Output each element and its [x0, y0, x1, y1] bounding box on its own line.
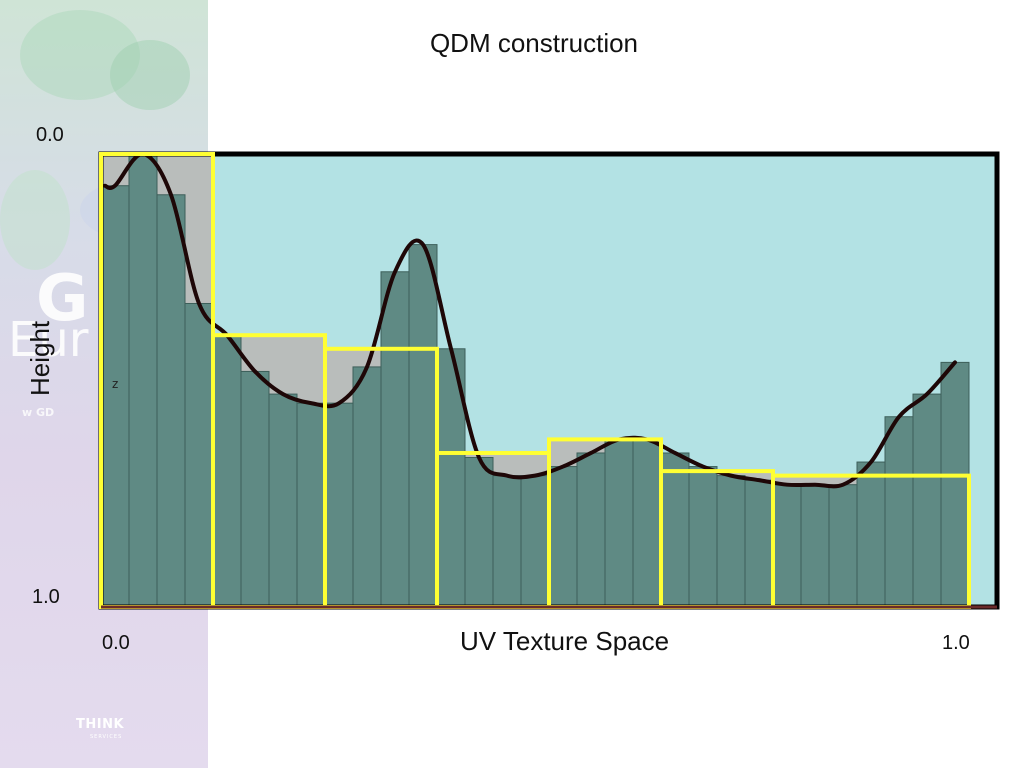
height-bar [100, 185, 130, 608]
height-bar [912, 393, 942, 608]
think-services-logo-sub: SERVICES [90, 734, 123, 740]
brand-url: w GD [22, 406, 55, 419]
leaf-decoration [0, 170, 70, 270]
height-bar [492, 475, 522, 608]
height-bar [128, 153, 158, 608]
leaf-decoration [20, 10, 140, 100]
x-tick-left: 0.0 [102, 632, 130, 654]
x-tick-right: 1.0 [942, 632, 970, 654]
height-bar [464, 457, 494, 608]
height-bar [184, 302, 214, 608]
height-bar [716, 475, 746, 608]
y-tick-bottom: 1.0 [32, 586, 60, 608]
height-bar [352, 366, 382, 608]
height-bar [408, 244, 438, 608]
height-bar [940, 361, 970, 608]
height-bar [520, 475, 550, 608]
height-bar [548, 466, 578, 608]
height-bar [632, 438, 662, 608]
height-bar [800, 484, 830, 608]
height-bar [212, 334, 242, 608]
height-bar [268, 393, 298, 608]
z-marker: z [112, 377, 119, 391]
y-axis-label: Height [25, 320, 55, 396]
height-bar [688, 466, 718, 608]
slide-title: QDM construction [429, 28, 639, 58]
height-bar [772, 484, 802, 608]
height-bar [380, 271, 410, 608]
x-axis-label: UV Texture Space [460, 626, 670, 656]
height-bar [156, 194, 186, 608]
y-tick-top: 0.0 [36, 124, 64, 146]
height-bar [660, 452, 690, 608]
height-bar [576, 452, 606, 608]
think-services-logo: THINK [76, 717, 125, 732]
leaf-decoration [110, 40, 190, 110]
height-bar [296, 402, 326, 608]
height-bar [240, 370, 270, 608]
height-bar [856, 461, 886, 608]
height-bar [884, 416, 914, 608]
height-bar [744, 479, 774, 608]
brand-word: Eur [8, 312, 89, 368]
height-bar [324, 402, 354, 608]
height-bar [604, 438, 634, 608]
brand-letter: G [36, 262, 89, 336]
height-bar [828, 484, 858, 608]
